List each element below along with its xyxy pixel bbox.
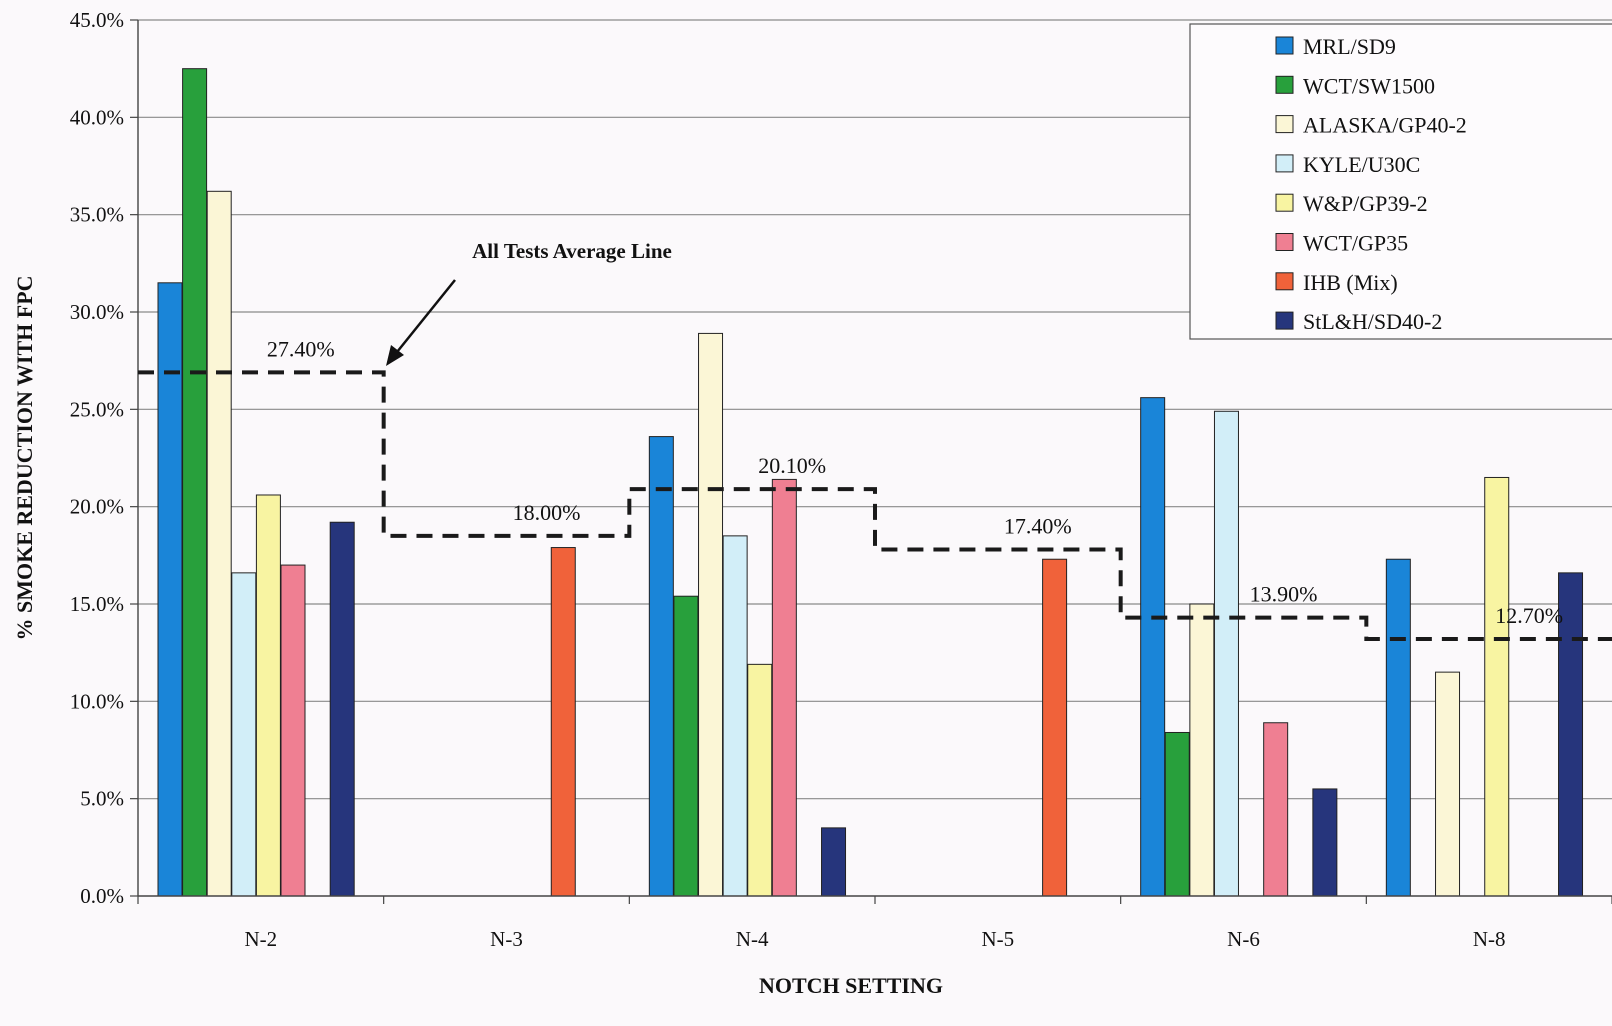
x-tick-label: N-2 xyxy=(244,927,277,951)
legend-label: KYLE/U30C xyxy=(1303,152,1420,177)
bar xyxy=(648,436,674,897)
y-tick-label: 15.0% xyxy=(70,592,124,616)
legend-label: ALASKA/GP40-2 xyxy=(1303,113,1467,138)
average-value-label: 17.40% xyxy=(1004,513,1072,538)
average-value-label: 12.70% xyxy=(1495,603,1563,628)
y-tick-label: 20.0% xyxy=(70,495,124,519)
bar xyxy=(550,547,576,897)
y-tick-label: 30.0% xyxy=(70,300,124,324)
bar xyxy=(255,494,281,897)
bar xyxy=(673,595,699,897)
bar xyxy=(722,535,748,897)
legend-swatch xyxy=(1275,75,1294,94)
legend-box xyxy=(1189,23,1612,340)
y-tick-label: 45.0% xyxy=(70,8,124,32)
bar xyxy=(1140,397,1166,897)
bar xyxy=(182,68,208,897)
bars xyxy=(157,68,1584,897)
bar xyxy=(1164,731,1190,897)
x-tick-label: N-6 xyxy=(1227,927,1260,951)
y-tick-label: 25.0% xyxy=(70,397,124,421)
average-value-label: 13.90% xyxy=(1250,582,1318,607)
bar xyxy=(1484,476,1510,897)
average-value-label: 20.10% xyxy=(758,453,826,478)
x-axis-ticks: N-2 N-3 N-4 N-5 N-6 N-8 xyxy=(137,896,1612,951)
legend-label: WCT/GP35 xyxy=(1303,231,1408,256)
legend-label: W&P/GP39-2 xyxy=(1303,191,1428,216)
legend-swatch xyxy=(1275,115,1294,134)
average-annotation-text: All Tests Average Line xyxy=(472,239,672,263)
legend-swatch xyxy=(1275,233,1294,251)
bar xyxy=(821,827,847,897)
legend-swatch xyxy=(1275,272,1294,291)
bar xyxy=(1263,722,1289,897)
average-step-line xyxy=(138,370,1612,642)
legend-label: WCT/SW1500 xyxy=(1303,73,1435,98)
average-line: 27.40% 18.00% 20.10% 17.40% 13.90% 12.70% xyxy=(138,336,1612,642)
y-tick-label: 0.0% xyxy=(80,884,124,908)
bar xyxy=(1213,410,1239,897)
legend-label: MRL/SD9 xyxy=(1303,34,1396,59)
average-annotation: All Tests Average Line xyxy=(386,239,672,366)
bar xyxy=(1312,788,1338,897)
legend-swatch xyxy=(1275,36,1294,55)
average-value-label: 27.40% xyxy=(267,336,335,361)
legend: MRL/SD9 WCT/SW1500 ALASKA/GP40-2 KYLE/U30C W… xyxy=(1189,23,1612,340)
legend-label: StL&H/SD40-2 xyxy=(1303,309,1442,334)
x-axis-title: NOTCH SETTING xyxy=(759,973,943,998)
annotation-arrow-shaft xyxy=(392,279,456,358)
annotation-arrowhead xyxy=(386,345,404,366)
bar xyxy=(747,663,773,897)
bar xyxy=(1558,572,1584,897)
bar xyxy=(698,332,724,897)
y-tick-label: 5.0% xyxy=(80,787,124,811)
bar xyxy=(157,282,183,897)
x-tick-label: N-5 xyxy=(981,927,1014,951)
legend-swatch xyxy=(1275,193,1294,212)
x-tick-label: N-3 xyxy=(490,927,523,951)
bar xyxy=(231,572,257,897)
bar xyxy=(1042,558,1068,897)
bar xyxy=(771,478,797,897)
bar xyxy=(280,564,306,897)
legend-label: IHB (Mix) xyxy=(1303,270,1398,295)
x-tick-label: N-8 xyxy=(1473,927,1506,951)
bar xyxy=(329,521,355,897)
average-value-label: 18.00% xyxy=(513,500,581,525)
x-tick-label: N-4 xyxy=(736,927,769,951)
legend-swatch xyxy=(1275,154,1294,173)
y-axis-ticks: 0.0% 5.0% 10.0% 15.0% 20.0% 25.0% 30.0% 35.0% 40… xyxy=(70,8,138,908)
y-axis-title: % SMOKE REDUCTION WITH FPC xyxy=(12,275,37,640)
y-tick-label: 10.0% xyxy=(70,689,124,713)
bar xyxy=(1189,603,1215,897)
y-tick-label: 40.0% xyxy=(70,105,124,129)
y-tick-label: 35.0% xyxy=(70,203,124,227)
bar xyxy=(1435,671,1461,897)
legend-swatch xyxy=(1275,311,1294,330)
bar xyxy=(206,190,232,897)
bar xyxy=(1385,558,1411,897)
